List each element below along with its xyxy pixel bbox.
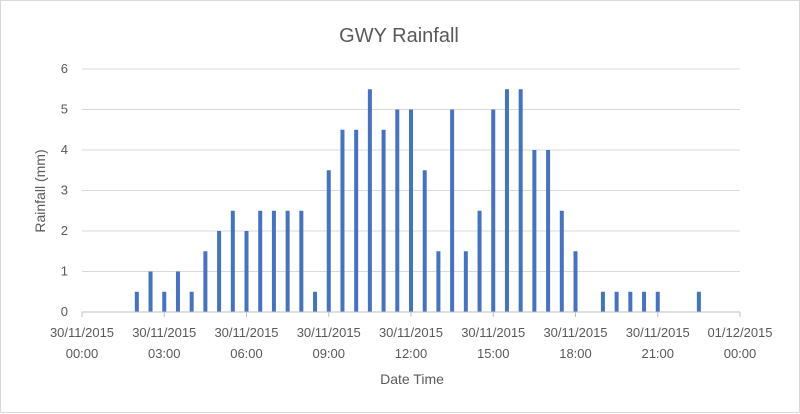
bar xyxy=(395,109,400,312)
bar xyxy=(148,271,153,312)
bar xyxy=(340,129,345,312)
x-tick-label-time: 18:00 xyxy=(559,346,592,361)
x-tick-label-date: 30/11/2015 xyxy=(214,325,278,340)
bar xyxy=(134,291,139,312)
x-tick-label-date: 30/11/2015 xyxy=(379,325,443,340)
chart-title: GWY Rainfall xyxy=(339,25,459,47)
y-tick-label: 0 xyxy=(61,304,68,319)
x-tick-label-time: 09:00 xyxy=(312,346,345,361)
bar xyxy=(271,210,276,312)
bar xyxy=(504,89,509,312)
x-axis-label: Date Time xyxy=(380,371,444,387)
x-tick-label-date: 30/11/2015 xyxy=(50,325,114,340)
x-tick-label-date: 30/11/2015 xyxy=(132,325,196,340)
y-tick-label: 6 xyxy=(61,61,68,76)
bar xyxy=(559,210,564,312)
x-axis-ticks: 30/11/2015 00:00 30/11/2015 03:00 30/11/2015… xyxy=(50,312,773,361)
bar xyxy=(203,251,208,312)
bar xyxy=(436,251,441,312)
bar xyxy=(381,129,386,312)
bar xyxy=(696,291,701,312)
x-tick-label-date: 01/12/2015 xyxy=(707,325,772,340)
x-tick-label-time: 21:00 xyxy=(641,346,674,361)
bar xyxy=(463,251,468,312)
bar xyxy=(518,89,523,312)
bar xyxy=(450,109,455,312)
bar xyxy=(642,291,647,312)
bar xyxy=(230,210,235,312)
y-axis-label: Rainfall (mm) xyxy=(32,149,48,232)
x-tick-label-date: 30/11/2015 xyxy=(543,325,607,340)
bar xyxy=(614,291,619,312)
bar xyxy=(546,150,551,312)
y-tick-label: 4 xyxy=(61,142,68,157)
bar xyxy=(491,109,496,312)
bar xyxy=(299,210,304,312)
x-tick-label-time: 03:00 xyxy=(148,346,181,361)
x-tick-label-time: 00:00 xyxy=(724,346,757,361)
bar xyxy=(409,109,413,312)
bar xyxy=(655,291,660,312)
bar xyxy=(628,291,633,312)
bar xyxy=(477,210,482,312)
bar xyxy=(367,89,372,312)
bar xyxy=(573,251,578,312)
x-tick-label-time: 15:00 xyxy=(477,346,510,361)
x-tick-label-time: 12:00 xyxy=(395,346,428,361)
bar xyxy=(326,170,331,312)
y-tick-label: 3 xyxy=(61,183,68,198)
bar xyxy=(600,291,605,312)
y-tick-label: 1 xyxy=(61,264,68,279)
bar xyxy=(532,150,537,312)
bar xyxy=(175,271,180,312)
bar xyxy=(285,210,290,312)
x-tick-label-time: 00:00 xyxy=(66,346,99,361)
y-tick-label: 2 xyxy=(61,223,68,238)
x-tick-label-date: 30/11/2015 xyxy=(297,325,361,340)
x-tick-label-date: 30/11/2015 xyxy=(461,325,525,340)
x-tick-label-date: 30/11/2015 xyxy=(626,325,690,340)
bar xyxy=(162,291,167,312)
y-tick-label: 5 xyxy=(61,102,68,117)
bar xyxy=(258,210,263,312)
bar xyxy=(189,291,194,312)
y-axis-ticks: 0 1 2 3 4 5 6 xyxy=(61,61,68,319)
bar xyxy=(354,129,359,312)
bar xyxy=(244,231,249,312)
bar xyxy=(217,231,222,312)
bars xyxy=(134,89,701,312)
x-tick-label-time: 06:00 xyxy=(230,346,263,361)
bar xyxy=(313,291,318,312)
bar xyxy=(422,170,427,312)
